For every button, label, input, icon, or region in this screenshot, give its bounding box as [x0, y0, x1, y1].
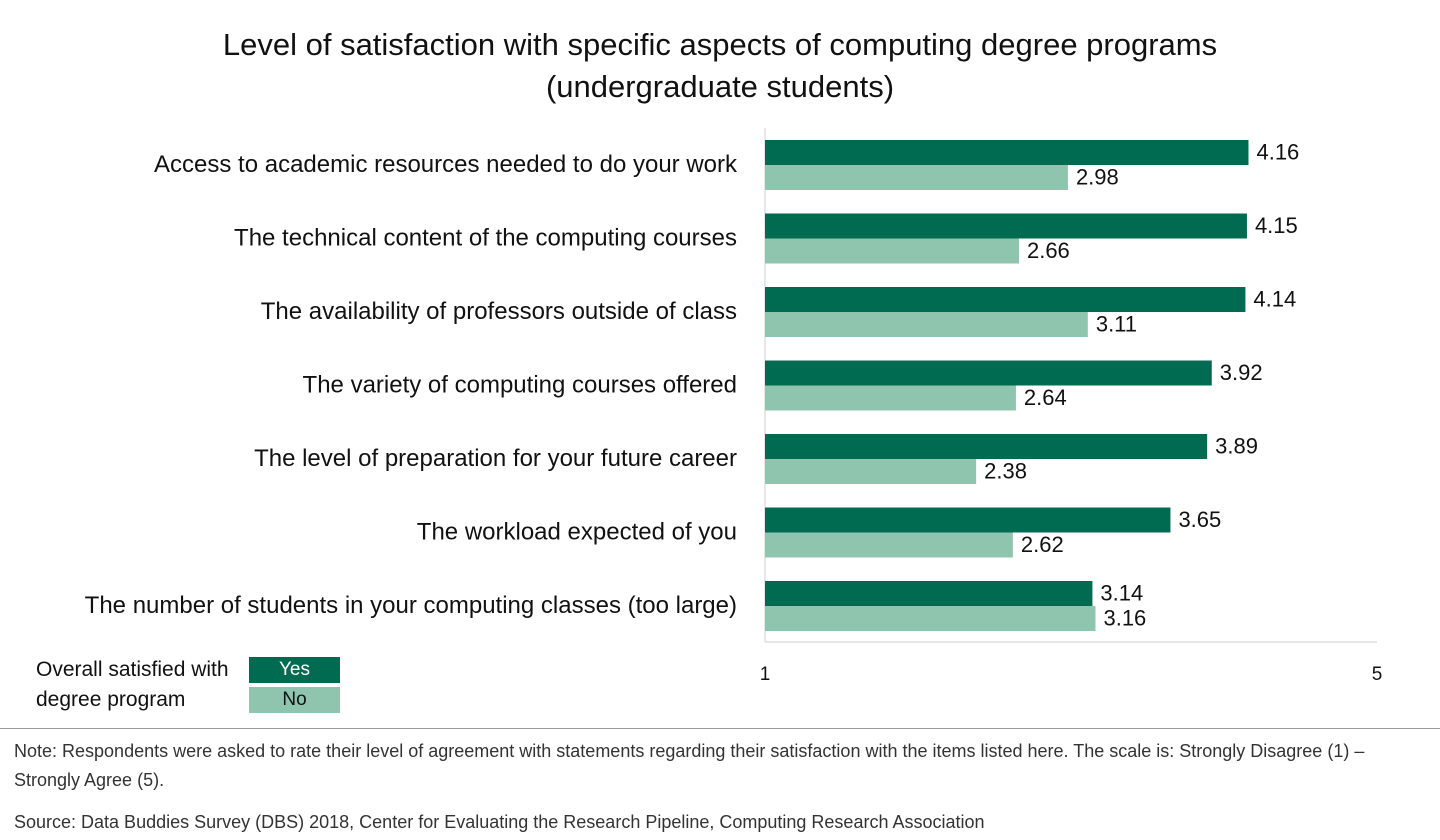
data-label-yes: 4.16 [1256, 140, 1299, 165]
footer-divider [0, 728, 1440, 729]
legend-title-line-1: Overall satisfied with [36, 658, 229, 681]
x-tick-label-5: 5 [1372, 664, 1383, 685]
category-label: Access to academic resources needed to d… [154, 151, 738, 178]
bar-chart: 1 5 Access to academic resources needed to… [85, 128, 1383, 685]
x-tick-label-1: 1 [760, 664, 771, 685]
legend-title-line-2: degree program [36, 688, 186, 711]
bar-no [765, 165, 1068, 190]
bar-yes [765, 213, 1247, 239]
bar-yes [765, 287, 1246, 312]
data-label-no: 2.64 [1024, 385, 1067, 410]
data-label-no: 2.66 [1027, 238, 1070, 263]
data-label-yes: 4.14 [1253, 287, 1296, 312]
bar-yes [765, 434, 1208, 459]
category-label: The technical content of the computing c… [234, 225, 737, 252]
bar-yes [765, 360, 1212, 386]
bar-no [765, 459, 977, 484]
bar-yes [765, 581, 1093, 606]
data-label-yes: 4.15 [1255, 213, 1298, 238]
data-label-no: 2.62 [1021, 532, 1064, 557]
bar-no [765, 385, 1016, 411]
chart-title-line-2: (undergraduate students) [545, 69, 895, 104]
data-label-yes: 3.89 [1215, 434, 1258, 459]
bar-no [765, 238, 1019, 264]
data-label-yes: 3.65 [1178, 507, 1221, 532]
category-label: The level of preparation for your future… [254, 445, 737, 472]
data-label-no: 3.16 [1103, 606, 1146, 631]
legend-item-no: No [249, 687, 340, 713]
category-label: The number of students in your computing… [85, 592, 737, 619]
category-label: The variety of computing courses offered [303, 372, 737, 399]
data-label-no: 3.11 [1096, 312, 1137, 337]
chart-title: Level of satisfaction with specific aspe… [0, 24, 1440, 108]
bar-no [765, 312, 1088, 337]
bar-yes [765, 140, 1249, 165]
data-label-no: 2.38 [984, 459, 1027, 484]
chart-source: Source: Data Buddies Survey (DBS) 2018, … [14, 812, 985, 832]
chart-note: Note: Respondents were asked to rate the… [14, 741, 1365, 790]
chart-title-line-1: Level of satisfaction with specific aspe… [222, 27, 1218, 62]
category-label: The availability of professors outside o… [261, 298, 737, 325]
data-label-no: 2.98 [1076, 165, 1119, 190]
data-label-yes: 3.14 [1100, 581, 1143, 606]
category-label: The workload expected of you [417, 519, 737, 546]
bar-no [765, 606, 1096, 631]
data-label-yes: 3.92 [1220, 360, 1263, 385]
bar-no [765, 532, 1013, 558]
bar-yes [765, 507, 1171, 533]
legend-item-yes: Yes [249, 657, 340, 683]
